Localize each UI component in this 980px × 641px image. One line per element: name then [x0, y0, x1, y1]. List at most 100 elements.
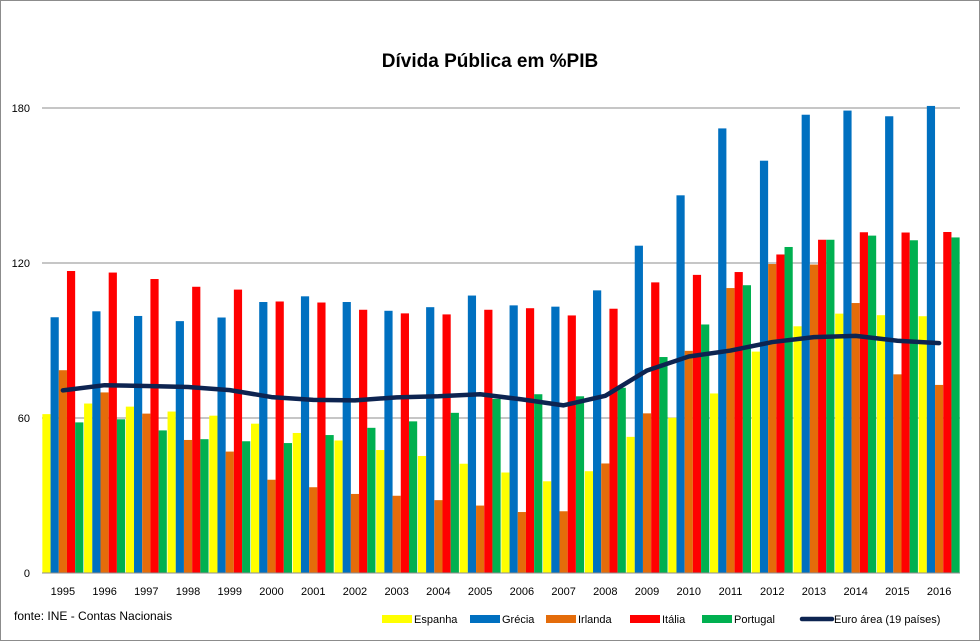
legend-item-it-lia: Itália: [630, 614, 686, 626]
legend-swatch: [470, 615, 500, 623]
bar-itália-1998: [192, 286, 201, 573]
bar-portugal-2010: [701, 324, 710, 573]
x-tick-label-2016: 2016: [927, 586, 951, 598]
bar-irlanda-2004: [434, 500, 443, 573]
bar-grécia-2006: [509, 305, 518, 573]
bar-espanha-2016: [918, 316, 927, 573]
bar-itália-2005: [484, 309, 493, 573]
bar-portugal-2007: [575, 396, 585, 573]
legend-swatch: [630, 615, 660, 623]
legend-label: Grécia: [502, 614, 535, 626]
bar-irlanda-1995: [58, 370, 67, 573]
line-euro-area: [60, 333, 942, 408]
bar-espanha-1996: [84, 403, 93, 573]
bar-itália-2002: [359, 309, 368, 573]
bar-portugal-2013: [826, 239, 835, 573]
bar-itália-2000: [275, 301, 284, 573]
x-tick-label-2007: 2007: [551, 586, 575, 598]
bar-grécia-2004: [426, 307, 435, 573]
bar-grécia-2001: [300, 296, 310, 573]
bar-itália-2003: [400, 313, 409, 574]
x-tick-label-1996: 1996: [92, 586, 116, 598]
x-tick-label-2009: 2009: [635, 586, 659, 598]
bar-itália-2016: [943, 232, 952, 573]
bar-irlanda-2003: [392, 495, 401, 573]
bar-itália-1996: [108, 272, 117, 573]
bar-espanha-2014: [835, 313, 844, 573]
legend-item-espanha: Espanha: [382, 614, 458, 626]
x-tick-label-2005: 2005: [468, 586, 492, 598]
legend-swatch: [546, 615, 576, 623]
bar-grécia-2003: [384, 310, 393, 573]
x-tick-label-2011: 2011: [719, 586, 743, 598]
x-tick-label-2008: 2008: [593, 586, 617, 598]
bar-irlanda-2013: [809, 264, 819, 573]
x-axis-ticks: 1995 1996 1997 1998 1999 2000 2001 2002 2003 2004…: [51, 586, 952, 598]
bar-itália-2015: [901, 232, 910, 573]
bar-espanha-1998: [167, 411, 176, 573]
bar-itália-2001: [317, 302, 326, 573]
bar-irlanda-2001: [309, 487, 318, 573]
bar-espanha-2003: [376, 450, 385, 573]
bar-espanha-1997: [125, 406, 135, 573]
y-tick-label: 0: [24, 568, 30, 580]
bar-portugal-1996: [116, 419, 126, 573]
bar-grécia-1998: [175, 321, 184, 574]
legend-item-euro-rea-19-pa-ses-: Euro área (19 países): [799, 614, 940, 626]
bar-portugal-2011: [742, 285, 751, 573]
bar-itália-2008: [609, 308, 618, 573]
bar-portugal-1999: [242, 441, 251, 573]
bar-itália-2012: [776, 254, 785, 574]
x-tick-label-2015: 2015: [885, 586, 909, 598]
bar-irlanda-2016: [935, 384, 944, 573]
bar-irlanda-2012: [768, 264, 777, 573]
bar-grécia-2014: [843, 110, 852, 573]
bar-grécia-2008: [593, 290, 602, 573]
bar-irlanda-2007: [559, 511, 568, 573]
bar-espanha-2007: [543, 481, 552, 573]
x-tick-label-2014: 2014: [843, 586, 867, 598]
bar-grécia-2012: [759, 160, 769, 573]
bar-espanha-2012: [751, 351, 760, 573]
bar-espanha-2004: [417, 455, 427, 573]
bar-irlanda-2005: [476, 505, 485, 573]
bar-espanha-1995: [42, 414, 51, 574]
x-tick-label-2001: 2001: [301, 586, 325, 598]
bar-irlanda-2014: [851, 303, 860, 573]
x-tick-label-2002: 2002: [343, 586, 367, 598]
bar-espanha-2002: [334, 440, 343, 573]
legend: Espanha Grécia Irlanda Itália Portugal Euro á…: [382, 614, 940, 626]
bar-grécia-2000: [259, 302, 268, 573]
bar-portugal-2014: [867, 235, 877, 573]
bar-series: [42, 105, 960, 574]
bar-irlanda-1997: [142, 413, 151, 573]
bar-portugal-1997: [158, 430, 167, 573]
bar-itália-1995: [66, 271, 76, 573]
bar-portugal-1995: [75, 422, 84, 573]
legend-label: Itália: [662, 614, 686, 626]
bar-espanha-2010: [668, 417, 677, 573]
legend-swatch: [702, 615, 732, 623]
bar-itália-2010: [692, 274, 702, 573]
bar-grécia-2013: [801, 114, 810, 573]
legend-label: Portugal: [734, 614, 775, 626]
bar-portugal-2003: [408, 421, 418, 573]
bar-grécia-1997: [134, 315, 143, 573]
bar-espanha-2005: [459, 463, 468, 573]
bar-espanha-2001: [292, 432, 301, 573]
bar-grécia-1995: [50, 317, 59, 573]
legend-item-portugal: Portugal: [702, 614, 775, 626]
x-tick-label-2003: 2003: [384, 586, 408, 598]
bar-irlanda-2011: [726, 288, 735, 573]
bar-portugal-2006: [534, 394, 543, 573]
bar-portugal-2002: [367, 427, 376, 573]
x-tick-label-1999: 1999: [218, 586, 242, 598]
bar-irlanda-1996: [100, 392, 109, 573]
bar-portugal-2015: [909, 240, 918, 573]
bar-grécia-2002: [342, 302, 351, 573]
source-note: fonte: INE - Contas Nacionais: [14, 609, 172, 623]
bar-irlanda-2015: [893, 374, 902, 573]
y-axis-ticks: 0 60 120 180: [12, 103, 30, 580]
x-tick-label-2013: 2013: [802, 586, 826, 598]
